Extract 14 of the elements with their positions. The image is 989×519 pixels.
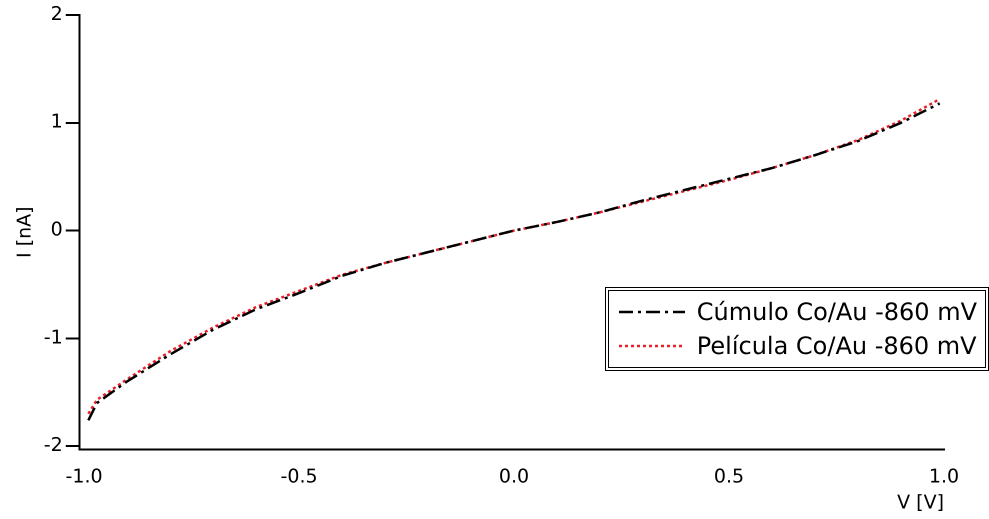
x-tick-label: -1.0 [66, 466, 103, 488]
x-axis-title: V [V] [897, 492, 944, 514]
x-tick-label: 0.0 [498, 466, 530, 488]
legend-label: Película Co/Au -860 mV [696, 331, 977, 362]
legend-label: Cúmulo Co/Au -860 mV [696, 297, 977, 328]
y-tick-label: -2 [44, 434, 63, 456]
y-tick-label: 0 [50, 218, 63, 241]
x-tick-label: -0.5 [280, 466, 318, 488]
x-tick-label: 0.5 [714, 466, 744, 488]
y-tick-label: -1 [44, 326, 63, 348]
y-tick-label: 1 [50, 110, 63, 133]
y-tick-label: 2 [50, 2, 63, 25]
x-tick-label: 1.0 [928, 466, 960, 488]
y-axis-title: I [nA] [13, 206, 36, 258]
